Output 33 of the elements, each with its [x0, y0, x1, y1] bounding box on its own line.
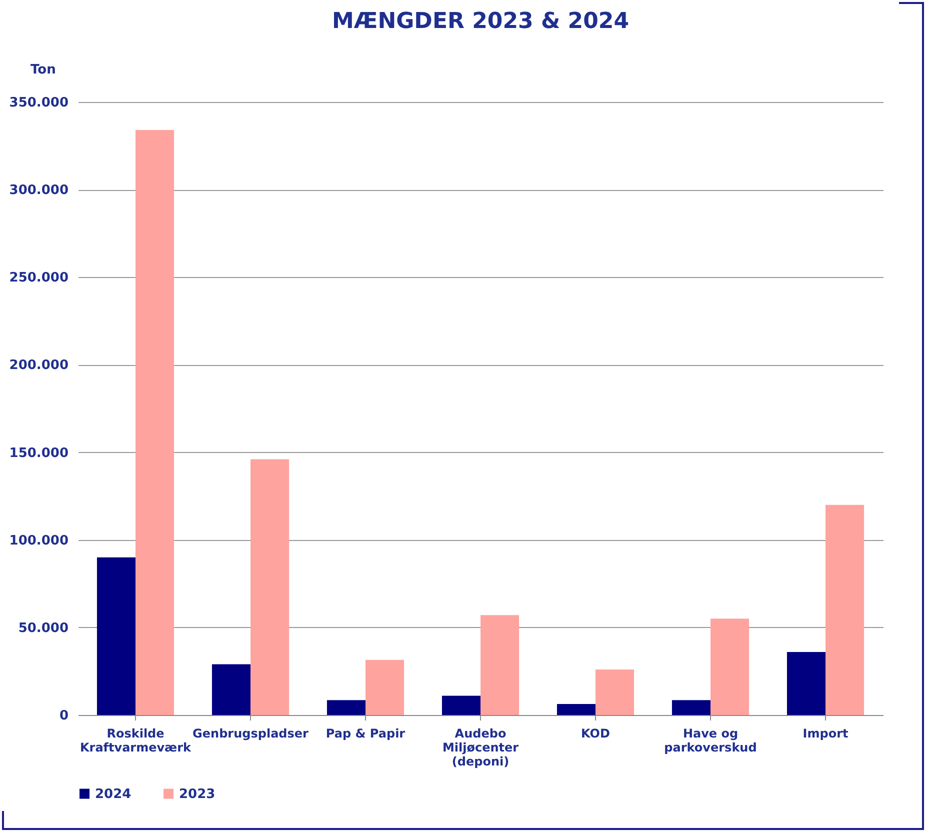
bar [212, 664, 250, 715]
y-tick-label: 300.000 [9, 183, 68, 198]
legend-label: 2023 [179, 786, 216, 802]
bar [250, 459, 290, 715]
bar [366, 660, 404, 715]
y-tick-label: 350.000 [9, 96, 68, 110]
x-tick-label: KOD [581, 726, 610, 740]
legend-label: 2024 [95, 786, 132, 802]
bar [710, 618, 750, 715]
y-axis-title: Ton [30, 62, 56, 78]
bar [442, 696, 480, 715]
x-tick-label: Genbrugspladser [192, 726, 309, 740]
bar [786, 652, 826, 715]
y-tick-label: 0 [59, 708, 68, 724]
y-tick-label: 200.000 [9, 358, 68, 374]
bar [596, 669, 634, 715]
y-tick-label: 250.000 [9, 270, 68, 286]
bar [96, 557, 136, 715]
x-tick-label: Pap & Papir [326, 726, 406, 740]
bar [556, 704, 596, 715]
x-tick-label: Have og parkoverskud [664, 726, 757, 754]
bar [480, 615, 520, 715]
bar [826, 504, 864, 715]
chart-title: MÆNGDER 2023 & 2024 [332, 9, 630, 34]
y-tick-label: 50.000 [18, 620, 68, 636]
y-tick-label: 150.000 [9, 446, 68, 461]
x-tick-label: Audebo Miljøcenter (deponi) [442, 726, 519, 768]
y-tick-label: 100.000 [9, 533, 68, 548]
bar [136, 130, 174, 715]
bar [326, 700, 366, 715]
x-tick-label: Import [802, 726, 848, 740]
x-tick-label: Roskilde Kraftvarmeværk [80, 726, 192, 754]
bar [672, 700, 710, 715]
